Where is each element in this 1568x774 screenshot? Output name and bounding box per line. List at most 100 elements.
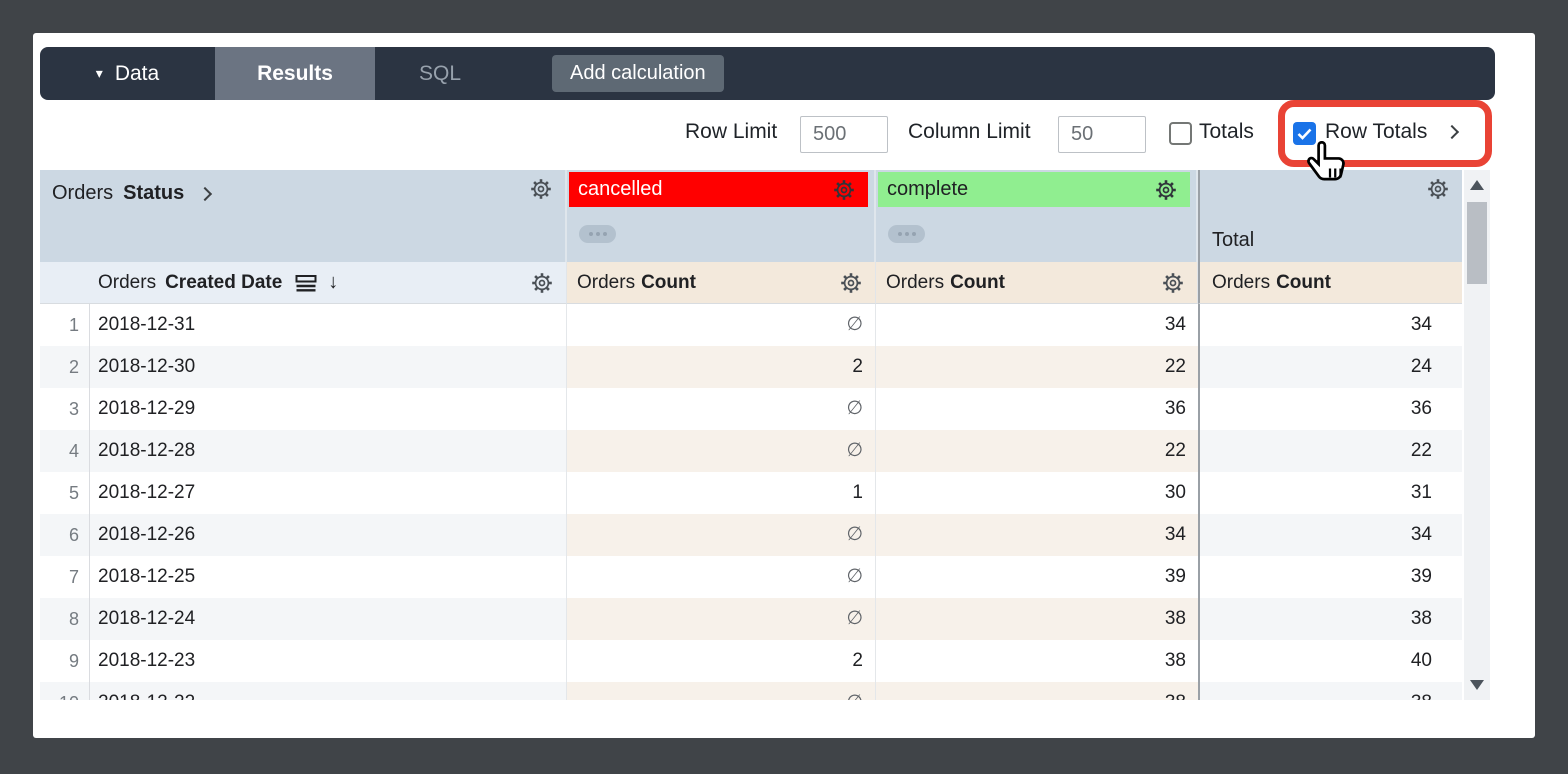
cancelled-count-cell[interactable]: 2: [567, 640, 876, 682]
cancelled-count-cell[interactable]: ∅: [567, 556, 876, 598]
checkmark-icon: [1297, 128, 1312, 140]
complete-highlight-cell[interactable]: complete: [878, 172, 1190, 207]
sort-desc-icon[interactable]: ↓: [328, 271, 339, 293]
ellipsis-icon[interactable]: [579, 225, 616, 243]
pivot-view-label: Orders: [52, 182, 114, 204]
date-cell[interactable]: 2018-12-26: [90, 514, 567, 556]
totals-checkbox[interactable]: [1169, 122, 1192, 145]
cancelled-count-cell[interactable]: ∅: [567, 388, 876, 430]
cancelled-count-cell[interactable]: 1: [567, 472, 876, 514]
date-cell[interactable]: 2018-12-30: [90, 346, 567, 388]
row-total-cell[interactable]: 34: [1198, 514, 1462, 556]
measure-view-label: Orders: [886, 271, 945, 293]
total-column-label: Total: [1212, 229, 1255, 251]
row-number: 9: [40, 640, 90, 682]
measure-column-header-cancelled[interactable]: Orders Count: [567, 262, 876, 304]
complete-count-cell[interactable]: 36: [1164, 398, 1186, 419]
pivot-value-label: cancelled: [578, 178, 663, 200]
chevron-right-icon[interactable]: [1444, 124, 1460, 140]
complete-count-cell[interactable]: 22: [876, 430, 1198, 472]
measure-column-header-total[interactable]: Orders Count: [1198, 262, 1462, 304]
row-number: 4: [40, 430, 90, 472]
gear-icon[interactable]: [1161, 271, 1185, 295]
data-section-label: Data: [114, 61, 160, 85]
row-total-cell[interactable]: 22: [1198, 430, 1462, 472]
row-totals-checkbox[interactable]: [1293, 122, 1316, 145]
complete-count-cell[interactable]: 30: [1164, 482, 1186, 503]
gear-icon[interactable]: [1426, 177, 1450, 201]
dimension-view-label: Orders: [98, 271, 157, 293]
measure-field-label: Count: [1276, 271, 1331, 293]
date-cell[interactable]: 2018-12-25: [90, 556, 567, 598]
row-number: 8: [40, 598, 90, 640]
cancelled-count-cell[interactable]: ∅: [567, 514, 876, 556]
pivot-field-header[interactable]: Orders Status: [40, 170, 567, 262]
row-total-cell[interactable]: 24: [1198, 346, 1462, 388]
dimension-column-header[interactable]: Orders Created Date ↓: [40, 262, 567, 304]
cancelled-count-cell[interactable]: 2: [567, 346, 876, 388]
cancelled-count-cell[interactable]: ∅: [567, 682, 876, 700]
row-total-cell[interactable]: 38: [1198, 598, 1462, 640]
gear-icon[interactable]: [839, 271, 863, 295]
pivot-value-cancelled-header[interactable]: cancelled: [567, 170, 876, 262]
pivot-total-header: Total: [1198, 170, 1462, 262]
cancelled-count-cell[interactable]: ∅: [567, 430, 876, 472]
column-limit-input[interactable]: [1058, 116, 1146, 153]
ellipsis-icon[interactable]: [888, 225, 925, 243]
hand-cursor-icon: [1303, 138, 1351, 190]
date-cell[interactable]: 2018-12-31: [90, 304, 567, 346]
scroll-up-arrow-icon[interactable]: [1470, 180, 1484, 190]
complete-count-cell[interactable]: 38: [876, 598, 1198, 640]
row-number: 6: [40, 514, 90, 556]
row-number: 1: [40, 304, 90, 346]
pivot-value-label: complete: [887, 178, 969, 200]
complete-count-cell[interactable]: 39: [1164, 566, 1186, 587]
vertical-scrollbar[interactable]: [1464, 170, 1490, 700]
table-row: 4 2018-12-28 ∅ 22 22: [40, 430, 1462, 472]
add-calculation-button[interactable]: Add calculation: [552, 55, 724, 92]
scrollbar-thumb[interactable]: [1467, 202, 1487, 284]
column-limit-label: Column Limit: [908, 120, 1031, 143]
row-limit-input[interactable]: [800, 116, 888, 153]
tab-sql[interactable]: SQL: [418, 61, 462, 85]
complete-count-cell[interactable]: 38: [1164, 650, 1186, 671]
data-tab-bar: ▾ Data Results SQL Add calculation: [40, 47, 1495, 100]
pivot-value-complete-header[interactable]: complete: [876, 170, 1198, 262]
date-cell[interactable]: 2018-12-22: [90, 682, 567, 700]
row-total-cell[interactable]: 39: [1198, 556, 1462, 598]
date-cell[interactable]: 2018-12-29: [90, 388, 567, 430]
cancelled-count-cell[interactable]: ∅: [567, 598, 876, 640]
complete-count-cell[interactable]: 22: [876, 346, 1198, 388]
row-total-cell[interactable]: 36: [1198, 388, 1462, 430]
gear-icon[interactable]: [529, 177, 553, 201]
totals-label: Totals: [1199, 120, 1254, 143]
complete-count-cell[interactable]: 34: [1164, 314, 1186, 335]
data-section-toggle[interactable]: ▾ Data: [40, 47, 215, 100]
row-limit-label: Row Limit: [685, 120, 778, 143]
gear-icon[interactable]: [1154, 178, 1178, 202]
row-total-cell[interactable]: 31: [1198, 472, 1462, 514]
scroll-down-arrow-icon[interactable]: [1470, 680, 1484, 690]
cancelled-count-cell[interactable]: ∅: [567, 304, 876, 346]
complete-count-cell[interactable]: 38: [876, 682, 1198, 700]
row-total-cell[interactable]: 34: [1198, 304, 1462, 346]
table-row: 2 2018-12-30 2 22 24: [40, 346, 1462, 388]
row-total-cell[interactable]: 38: [1198, 682, 1462, 700]
measure-view-label: Orders: [1212, 271, 1271, 293]
complete-count-cell[interactable]: 34: [876, 514, 1198, 556]
caret-down-icon: ▾: [95, 65, 103, 81]
date-cell[interactable]: 2018-12-28: [90, 430, 567, 472]
date-cell[interactable]: 2018-12-27: [90, 472, 567, 514]
tab-results[interactable]: Results: [215, 47, 375, 100]
measure-column-header-complete[interactable]: Orders Count: [876, 262, 1198, 304]
gear-icon[interactable]: [832, 178, 856, 202]
date-cell[interactable]: 2018-12-24: [90, 598, 567, 640]
cancelled-highlight-cell[interactable]: cancelled: [569, 172, 868, 207]
table-row: 6 2018-12-26 ∅ 34 34: [40, 514, 1462, 556]
row-total-cell[interactable]: 40: [1198, 640, 1462, 682]
measure-field-label: Count: [950, 271, 1005, 293]
table-body: 1 2018-12-31 ∅ 34 34 2 2018-12-30 2 22 2…: [40, 304, 1462, 700]
table-row: 7 2018-12-25 ∅ 39 39: [40, 556, 1462, 598]
gear-icon[interactable]: [530, 271, 554, 295]
date-cell[interactable]: 2018-12-23: [90, 640, 567, 682]
